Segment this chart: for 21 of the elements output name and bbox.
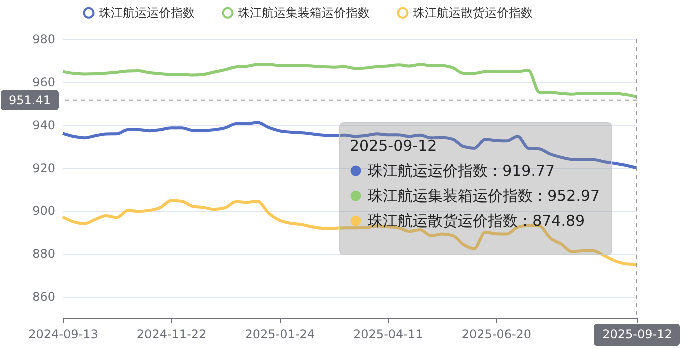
annotation: 珠江航运集装箱运价指数 : 952.97 [368,187,600,205]
x-tick-label: 2024-11-22 [136,328,207,342]
x-tick-label: 2024-09-13 [28,328,98,342]
ref-line-label: 951.41 [9,93,51,108]
x-tick-label: 2025-06-20 [462,328,532,342]
x-tick-label: 2025-09-12 [602,328,672,342]
annotation: 2025-09-12 [350,137,438,155]
y-tick-label: 980 [32,32,56,46]
legend-label: 珠江航运散货运价指数 [413,6,533,20]
y-tick-label: 940 [32,118,56,132]
legend-label: 珠江航运集装箱运价指数 [238,6,370,20]
y-tick-label: 860 [32,290,56,304]
line-series [62,63,638,99]
y-tick-label: 920 [32,161,56,176]
y-tick-label: 960 [32,75,56,90]
x-tick-label: 2025-01-24 [245,328,315,342]
y-tick-label: 880 [32,247,56,262]
x-tick-label: 2025-04-11 [354,328,424,342]
annotation: 珠江航运运价指数 : 919.77 [368,162,556,180]
legend-label: 珠江航运运价指数 [99,6,195,20]
y-tick-label: 900 [32,204,56,218]
